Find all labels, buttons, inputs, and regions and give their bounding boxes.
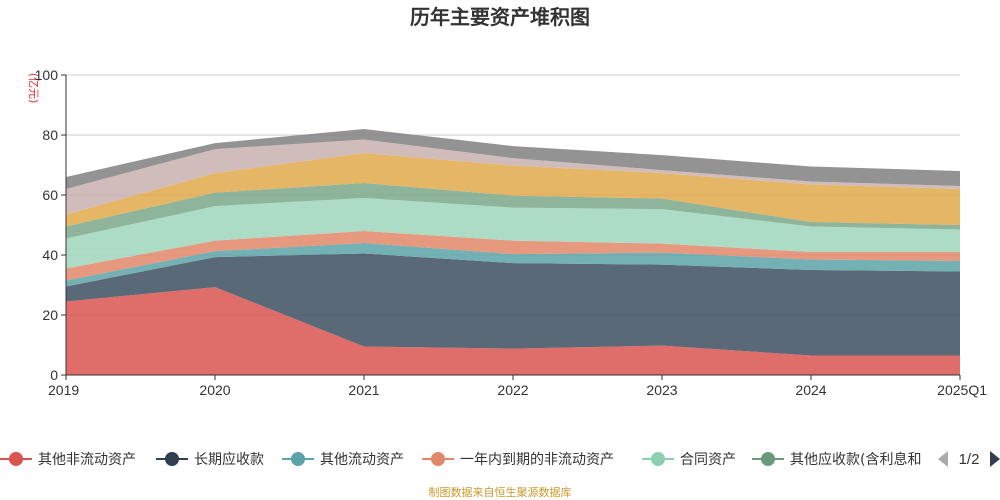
legend-marker [9,452,23,466]
area-series-2 [66,253,960,356]
area-series-3 [66,243,960,287]
legend-label: 合同资产 [680,452,736,468]
legend-next-icon[interactable] [990,451,1000,467]
legend-label: 其他流动资产 [320,452,404,468]
legend-item-1[interactable]: 其他非流动资产 [0,452,136,468]
legend-item-5[interactable]: 合同资产 [642,452,736,468]
x-tick-label: 2023 [646,382,677,398]
legend-marker [431,452,445,466]
legend-label: 其他非流动资产 [38,452,136,468]
legend-label: 一年内到期的非流动资产 [460,452,614,468]
legend-marker [761,452,775,466]
x-tick-label: 2022 [497,382,528,398]
data-source-footer: 制图数据来自恒生聚源数据库 [429,485,572,499]
legend-marker [165,452,179,466]
x-tick-label: 2020 [199,382,230,398]
x-tick-label: 2019 [48,382,79,398]
area-series-group [66,129,960,375]
y-tick-label: 80 [42,127,58,143]
legend-item-2[interactable]: 长期应收款 [156,451,264,468]
x-tick-label: 2021 [348,382,379,398]
legend-pager: 1/2 [938,451,1000,468]
y-tick-label: 20 [42,307,58,323]
y-tick-label: 60 [42,187,58,203]
area-series-9 [66,129,960,189]
y-tick-label: 100 [35,67,59,83]
legend-item-3[interactable]: 其他流动资产 [282,452,404,468]
legend-item-6[interactable]: 其他应收款(含利息和 [752,451,921,468]
y-axis-unit-label: (亿元) [27,73,40,104]
legend-marker [291,452,305,466]
area-series-1 [66,287,960,375]
x-tick-label: 2024 [795,382,826,398]
legend-label: 长期应收款 [194,451,264,468]
area-series-5 [66,198,960,269]
legend-page-indicator: 1/2 [959,451,980,468]
legend: 其他非流动资产 长期应收款 其他流动资产 一年内到期的非流动资产 合同资产 其他应收款(含… [0,451,921,468]
legend-label: 其他应收款(含利息和 [790,451,921,468]
axes: 0 20 40 60 80 100 2019 2020 2021 2022 2023 2024 2025… [35,67,988,398]
chart-title: 历年主要资产堆积图 [410,5,590,29]
x-tick-label: 2025Q1 [937,382,987,398]
area-series-6 [66,183,960,239]
area-series-8 [66,139,960,215]
legend-prev-icon[interactable] [938,451,948,467]
y-tick-label: 0 [50,367,58,383]
legend-item-4[interactable]: 一年内到期的非流动资产 [422,452,614,468]
y-tick-label: 40 [42,247,58,263]
legend-marker [651,452,665,466]
area-series-4 [66,231,960,281]
area-series-7 [66,153,960,227]
